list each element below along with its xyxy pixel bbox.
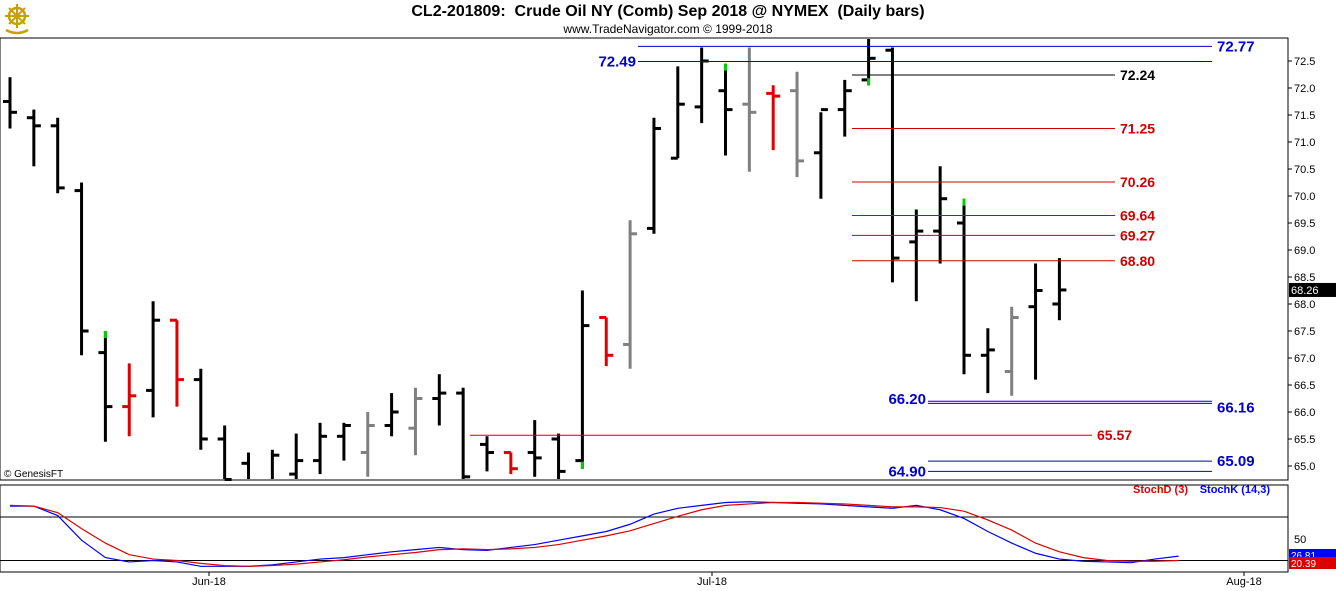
level-label: 66.20 — [888, 391, 926, 408]
price-axis-label: 65.0 — [1294, 461, 1315, 473]
price-axis-label: 65.5 — [1294, 434, 1315, 446]
level-label: 69.27 — [1120, 227, 1155, 243]
legend-stochk: StochK (14,3) — [1200, 484, 1271, 496]
level-label: 72.49 — [598, 54, 636, 71]
level-label: 70.26 — [1120, 174, 1155, 190]
price-axis-label: 71.0 — [1294, 137, 1315, 149]
price-axis-label: 70.5 — [1294, 164, 1315, 176]
level-label: 72.77 — [1217, 38, 1255, 55]
x-axis-label: Aug-18 — [1226, 576, 1261, 588]
level-label: 64.90 — [888, 463, 926, 480]
level-label: 65.09 — [1217, 453, 1255, 470]
stoch-d-marker — [1289, 557, 1336, 569]
stoch-d-value: 20.39 — [1291, 559, 1316, 570]
last-price-marker — [1289, 282, 1336, 297]
price-axis-label: 66.0 — [1294, 407, 1315, 419]
indicator-pane-frame — [0, 484, 1289, 573]
price-axis-label: 69.5 — [1294, 218, 1315, 230]
chart-subtitle: www.TradeNavigator.com © 1999-2018 — [563, 22, 773, 36]
level-label: 66.16 — [1217, 399, 1255, 416]
price-axis-label: 67.0 — [1294, 353, 1315, 365]
last-price-label: 68.26 — [1291, 285, 1319, 297]
copyright-label: © GenesisFT — [4, 469, 64, 480]
level-label: 71.25 — [1120, 121, 1155, 137]
legend-stochd: StochD (3) — [1133, 484, 1188, 496]
price-axis-label: 70.0 — [1294, 191, 1315, 203]
x-axis-label: Jun-18 — [192, 576, 226, 588]
x-axis-label: Jul-18 — [697, 576, 727, 588]
ship-wheel-logo-icon — [5, 4, 29, 35]
price-axis-label: 68.5 — [1294, 272, 1315, 284]
level-label: 68.80 — [1120, 253, 1155, 269]
price-axis-label: 71.5 — [1294, 110, 1315, 122]
price-axis-label: 72.5 — [1294, 56, 1315, 68]
level-label: 69.64 — [1120, 207, 1155, 223]
price-axis-label: 67.5 — [1294, 326, 1315, 338]
stoch-series-line — [10, 501, 1179, 567]
stoch-k-value: 26.81 — [1291, 551, 1316, 562]
stoch-series-line — [9, 501, 1179, 567]
price-axis-label: 72.0 — [1294, 83, 1315, 95]
price-pane-frame — [0, 37, 1289, 481]
price-axis-label: 68.0 — [1294, 299, 1315, 311]
price-axis-label: 66.5 — [1294, 380, 1315, 392]
level-label: 72.24 — [1120, 67, 1155, 83]
chart-title: CL2-201809: Crude Oil NY (Comb) Sep 2018… — [411, 3, 925, 20]
level-label: 65.57 — [1097, 427, 1132, 443]
chart-header: CL2-201809: Crude Oil NY (Comb) Sep 2018… — [0, 0, 1336, 38]
price-axis-label: 69.0 — [1294, 245, 1315, 257]
stoch-axis-label: 50 — [1294, 534, 1306, 546]
